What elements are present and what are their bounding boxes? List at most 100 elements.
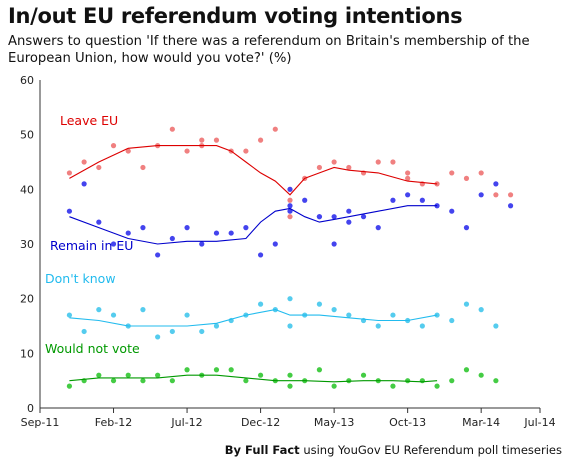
data-point — [346, 219, 352, 225]
data-point — [302, 197, 308, 203]
x-tick-label: Jul-12 — [170, 416, 202, 429]
data-point — [155, 334, 161, 340]
data-point — [110, 312, 117, 318]
data-point — [228, 367, 234, 373]
chart-title: In/out EU referendum voting intentions — [8, 4, 463, 28]
data-point — [316, 301, 323, 307]
data-point — [375, 323, 381, 329]
data-point — [213, 367, 220, 373]
trend-line-remain-in-eu — [69, 205, 438, 245]
data-point — [110, 241, 117, 247]
data-point — [478, 170, 484, 176]
plot-area — [66, 126, 514, 389]
data-point — [331, 383, 337, 389]
data-point — [316, 214, 323, 220]
data-point — [243, 148, 249, 154]
data-point — [390, 159, 396, 165]
data-point — [478, 372, 484, 378]
data-point — [125, 372, 131, 378]
data-point — [155, 372, 161, 378]
data-point — [257, 252, 264, 258]
y-tick-label: 40 — [20, 183, 34, 196]
data-point — [184, 225, 190, 231]
series-leave-eu — [66, 126, 514, 220]
data-point — [390, 383, 396, 389]
data-point — [346, 208, 352, 214]
data-point — [169, 378, 175, 384]
data-point — [346, 312, 352, 318]
data-point — [140, 378, 146, 384]
data-point — [213, 137, 220, 143]
data-point — [199, 328, 205, 335]
data-point — [360, 372, 367, 378]
data-point — [507, 203, 514, 209]
data-point — [346, 378, 352, 384]
data-point — [243, 378, 249, 384]
data-point — [257, 301, 264, 307]
data-point — [287, 186, 293, 192]
x-tick-label: Mar-14 — [462, 416, 500, 429]
data-point — [155, 252, 161, 258]
series-don-t-know — [66, 296, 499, 340]
data-point — [287, 323, 293, 329]
data-point — [405, 192, 411, 198]
data-point — [96, 219, 102, 225]
y-tick-label: 60 — [20, 74, 34, 87]
data-point — [419, 323, 425, 329]
data-point — [331, 159, 337, 165]
data-point — [390, 312, 396, 318]
data-point — [463, 301, 470, 307]
x-tick-label: Oct-13 — [389, 416, 426, 429]
data-point — [272, 241, 278, 247]
data-point — [493, 181, 499, 187]
data-point — [213, 230, 220, 236]
data-point — [287, 203, 293, 209]
data-point — [463, 175, 470, 181]
data-point — [228, 230, 234, 236]
data-point — [316, 367, 323, 373]
data-point — [169, 126, 175, 132]
y-tick-label: 20 — [20, 293, 34, 306]
series-label-leave-eu: Leave EU — [60, 113, 118, 128]
data-point — [199, 137, 205, 143]
data-point — [419, 378, 425, 384]
y-tick-label: 30 — [20, 238, 34, 251]
data-point — [405, 378, 411, 384]
data-point — [449, 378, 455, 384]
data-point — [66, 208, 73, 214]
series-labels: Leave EU Remain in EU Don't know Would not … — [45, 113, 140, 356]
footer-credit: By Full Fact using YouGov EU Referendum … — [225, 443, 562, 457]
data-point — [287, 208, 293, 214]
data-point — [360, 214, 367, 220]
data-point — [96, 372, 102, 378]
data-point — [331, 307, 337, 313]
data-point — [81, 181, 87, 187]
data-point — [184, 312, 190, 318]
footer-text: using YouGov EU Referendum poll timeseri… — [299, 443, 562, 457]
data-point — [125, 148, 131, 154]
data-point — [478, 307, 484, 313]
data-point — [405, 170, 411, 176]
data-point — [81, 159, 87, 165]
data-point — [184, 148, 190, 154]
data-point — [287, 214, 293, 220]
y-tick-label: 0 — [27, 402, 34, 415]
data-point — [375, 159, 381, 165]
y-tick-label: 10 — [20, 347, 34, 360]
data-point — [346, 164, 352, 171]
data-point — [199, 241, 205, 247]
data-point — [140, 225, 146, 231]
data-point — [287, 296, 293, 302]
x-axis: Sep-11 Feb-12 Jul-12 Dec-12 May-13 Oct-13 Mar-… — [21, 407, 556, 429]
data-point — [434, 383, 440, 389]
data-point — [110, 143, 117, 149]
data-point — [140, 307, 146, 313]
data-point — [493, 378, 499, 384]
series-would-not-vote — [66, 367, 499, 389]
data-point — [257, 137, 264, 143]
series-label-would-not-vote: Would not vote — [45, 341, 140, 356]
chart-subtitle: Answers to question 'If there was a refe… — [8, 34, 530, 66]
series-remain-in-eu — [66, 181, 514, 258]
trend-line-leave-eu — [69, 145, 438, 196]
